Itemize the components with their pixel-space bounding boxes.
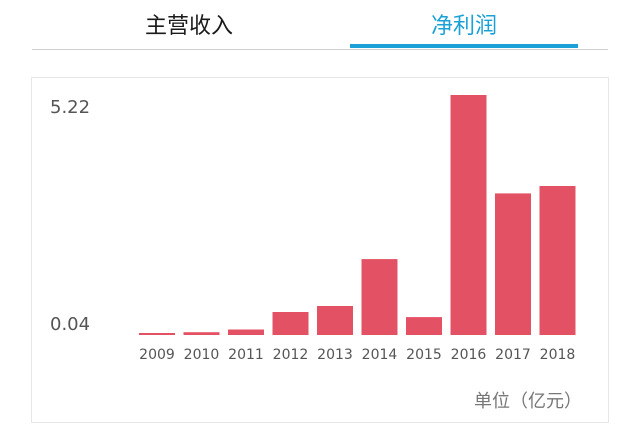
x-tick-2011: 2011 [228, 347, 264, 363]
bar-2013 [317, 306, 353, 335]
unit-label: 单位（亿元） [474, 391, 582, 412]
y-min-label: 0.04 [50, 314, 91, 335]
bar-2015 [406, 317, 442, 335]
tab-main-revenue[interactable]: 主营收入 [144, 14, 233, 39]
bar-2014 [361, 259, 398, 335]
bar-2016 [450, 95, 487, 335]
x-tick-2017: 2017 [495, 347, 531, 363]
x-tick-2018: 2018 [540, 347, 576, 363]
bar-2010 [183, 332, 220, 335]
bar-2011 [228, 329, 264, 335]
x-tick-2013: 2013 [317, 347, 353, 363]
x-tick-2016: 2016 [451, 347, 487, 363]
bar-2009 [139, 333, 175, 335]
tab-bar: 主营收入 净利润 [32, 0, 608, 50]
bar-2012 [272, 312, 309, 335]
x-tick-2014: 2014 [362, 347, 398, 363]
tab-net-profit[interactable]: 净利润 [350, 0, 578, 48]
y-max-label: 5.22 [50, 97, 91, 118]
bar-2017 [495, 193, 531, 335]
x-tick-2015: 2015 [406, 347, 442, 363]
bar-2018 [539, 186, 576, 335]
x-tick-2010: 2010 [184, 347, 220, 363]
x-tick-2009: 2009 [139, 347, 175, 363]
x-tick-2012: 2012 [273, 347, 309, 363]
